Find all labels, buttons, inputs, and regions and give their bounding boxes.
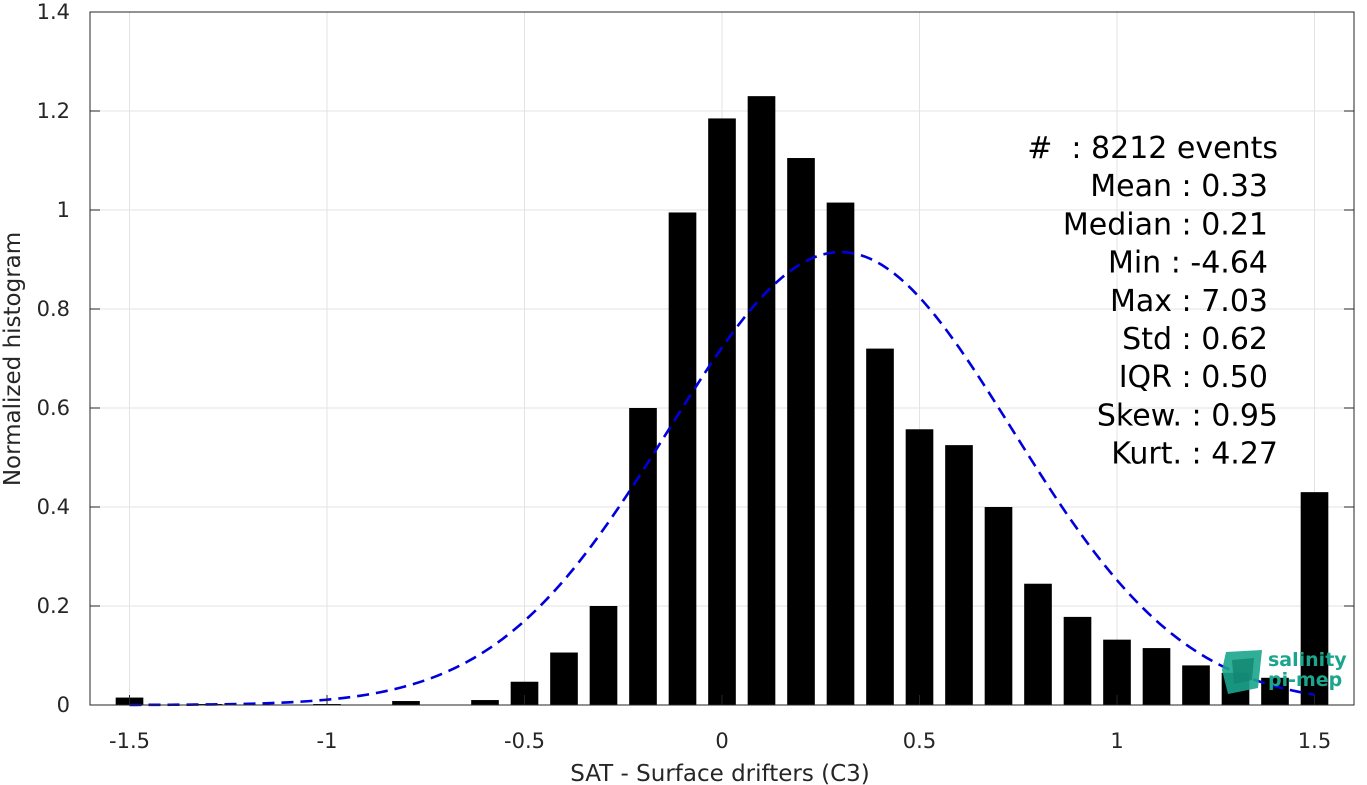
histogram-bar — [629, 408, 657, 705]
stat-line: Std : 0.62 — [1122, 322, 1268, 357]
logo-text-salinity: salinity — [1268, 649, 1347, 671]
y-tick-label: 0.4 — [37, 495, 70, 519]
histogram-bar — [668, 212, 697, 705]
y-axis-label: Normalized histogram — [0, 232, 26, 486]
bars — [115, 96, 1329, 706]
y-tick-label: 1 — [57, 198, 70, 222]
histogram-bar — [708, 118, 736, 706]
y-tick-label: 1.2 — [37, 99, 70, 123]
y-tick-label: 0.2 — [37, 594, 70, 618]
histogram-bar — [1182, 665, 1210, 705]
histogram-bar — [550, 652, 578, 705]
y-tick-label: 0.6 — [37, 396, 70, 420]
x-tick-label: -0.5 — [504, 729, 545, 753]
histogram-bar — [589, 606, 618, 705]
x-tick-label: 0 — [715, 729, 728, 753]
stat-line: Median : 0.21 — [1063, 207, 1268, 242]
histogram-bar — [1300, 492, 1329, 705]
histogram-bar — [1261, 677, 1289, 705]
stat-line: Kurt. : 4.27 — [1111, 437, 1278, 472]
histogram-bar — [1103, 639, 1131, 705]
histogram-bar — [1024, 583, 1052, 705]
histogram-bar — [787, 158, 815, 705]
histogram-bar — [747, 96, 776, 705]
x-tick-label: 1.5 — [1298, 729, 1331, 753]
stat-line: Min : -4.64 — [1108, 246, 1268, 281]
stat-line: Skew. : 0.95 — [1097, 398, 1278, 433]
x-tick-label: -1.5 — [109, 729, 150, 753]
histogram-bar — [392, 701, 420, 705]
x-tick-label: 0.5 — [903, 729, 936, 753]
y-tick-label: 1.4 — [37, 0, 70, 24]
y-axis-ticks: 0 0.2 0.4 0.6 0.8 1 1.2 1.4 — [37, 0, 1354, 717]
histogram-bar — [510, 681, 539, 705]
x-axis-label: SAT - Surface drifters (C3) — [570, 761, 870, 785]
stat-line: Max : 7.03 — [1110, 284, 1268, 319]
x-tick-label: -1 — [317, 729, 338, 753]
x-tick-label: 1 — [1110, 729, 1123, 753]
histogram-bar — [471, 700, 499, 705]
y-tick-label: 0 — [57, 693, 70, 717]
histogram-bar — [1063, 616, 1092, 705]
histogram-bar — [984, 507, 1013, 705]
x-axis-ticks: -1.5 -1 -0.5 0 0.5 1 1.5 — [109, 695, 1331, 753]
histogram-bar — [1142, 648, 1171, 705]
stat-line: IQR : 0.50 — [1119, 360, 1268, 395]
y-tick-label: 0.8 — [37, 297, 70, 321]
stat-line: # : 8212 events — [1027, 131, 1278, 166]
histogram-bar — [945, 445, 973, 705]
salinity-pimep-logo: salinity pi-mep — [1222, 649, 1347, 694]
logo-text-pimep: pi-mep — [1268, 669, 1342, 691]
histogram-bar — [826, 202, 855, 705]
histogram-bar — [866, 348, 894, 705]
stat-line: Mean : 0.33 — [1090, 169, 1268, 204]
histogram-bar — [905, 429, 934, 705]
